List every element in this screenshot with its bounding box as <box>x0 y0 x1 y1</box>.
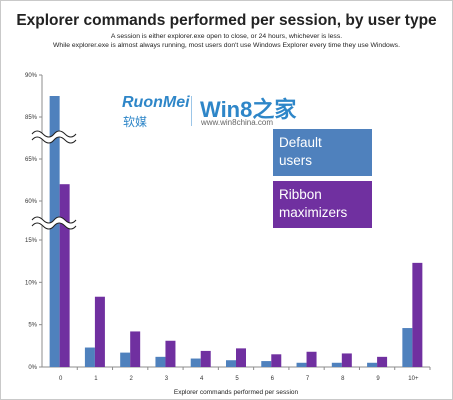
y-tick-label: 5% <box>28 323 37 329</box>
bar-default-users <box>296 362 307 367</box>
bar-default-users <box>120 352 131 367</box>
y-tick-label: 10% <box>25 280 38 286</box>
y-tick-label: 15% <box>25 238 38 244</box>
x-tick-label: 1 <box>94 376 98 382</box>
bar-default-users <box>261 361 272 367</box>
legend-default-users: Default users <box>273 129 372 176</box>
legend-default-users-label: Default users <box>279 135 322 168</box>
bar-default-users <box>402 328 413 367</box>
legend-ribbon-maximizers-label: Ribbon maximizers <box>279 187 348 220</box>
bar-ribbon-maximizers <box>130 331 141 367</box>
bar-default-users <box>84 347 95 367</box>
chart-subtitle-1: A session is either explorer.exe open to… <box>110 33 343 40</box>
axis-break-line <box>31 222 77 230</box>
watermark-brand-cn: 软媒 <box>123 115 148 129</box>
x-tick-label: 6 <box>271 376 275 382</box>
x-tick-label: 5 <box>235 376 239 382</box>
legend-ribbon-maximizers: Ribbon maximizers <box>273 181 372 228</box>
y-tick-label: 90% <box>25 73 38 79</box>
bar-default-users <box>49 96 60 367</box>
bar-ribbon-maximizers <box>412 262 423 367</box>
chart-title: Explorer commands performed per session,… <box>16 12 437 29</box>
bar-ribbon-maximizers <box>200 350 211 367</box>
watermark-brand-latin: RuonMei <box>122 94 190 111</box>
x-tick-label: 0 <box>59 376 63 382</box>
bar-ribbon-maximizers <box>94 296 105 367</box>
chart-subtitle-2: While explorer.exe is almost always runn… <box>53 42 400 49</box>
axis-break-line <box>31 136 77 144</box>
x-tick-label: 9 <box>376 376 380 382</box>
x-tick-label: 3 <box>165 376 169 382</box>
x-tick-label: 7 <box>306 376 310 382</box>
x-tick-label: 10+ <box>408 376 419 382</box>
axis-break-line <box>31 216 77 224</box>
bar-ribbon-maximizers <box>341 353 352 367</box>
watermark-win8: Win8之家 <box>200 97 297 122</box>
bar-ribbon-maximizers <box>165 340 176 367</box>
bar-default-users <box>190 358 201 367</box>
watermark-url: www.win8china.com <box>201 118 274 127</box>
bar-default-users <box>226 360 236 367</box>
y-tick-label: 0% <box>28 365 37 371</box>
y-tick-label: 65% <box>25 157 38 163</box>
bar-ribbon-maximizers <box>306 351 317 367</box>
bar-ribbon-maximizers <box>377 356 388 367</box>
x-axis-title: Explorer commands performed per session <box>174 389 299 396</box>
bar-default-users <box>331 362 342 367</box>
axis-break-line <box>31 130 77 138</box>
x-tick-label: 4 <box>200 376 204 382</box>
watermark-separator <box>191 96 192 126</box>
bar-ribbon-maximizers <box>59 184 70 367</box>
bar-default-users <box>155 356 166 367</box>
y-tick-label: 60% <box>25 199 38 205</box>
x-tick-label: 2 <box>130 376 134 382</box>
bar-ribbon-maximizers <box>236 348 246 367</box>
bar-ribbon-maximizers <box>271 354 282 367</box>
bar-default-users <box>367 362 378 367</box>
y-tick-label: 85% <box>25 115 38 121</box>
x-tick-label: 8 <box>341 376 345 382</box>
